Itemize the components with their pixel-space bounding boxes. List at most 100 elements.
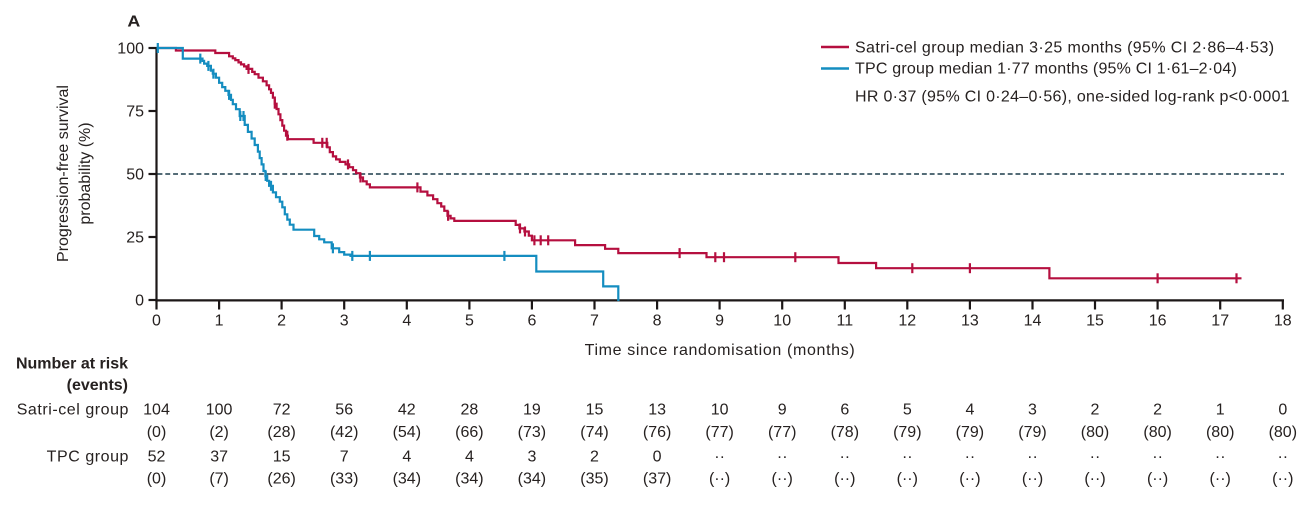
svg-text:42: 42	[398, 402, 416, 419]
svg-text:5: 5	[465, 313, 474, 330]
svg-text:Satri-cel group median 3·25 mo: Satri-cel group median 3·25 months (95% …	[855, 40, 1274, 57]
svg-text:··: ··	[1215, 449, 1226, 466]
svg-text:··: ··	[1152, 449, 1163, 466]
svg-text:3: 3	[1028, 402, 1037, 419]
svg-text:··: ··	[714, 449, 725, 466]
svg-text:100: 100	[206, 402, 233, 419]
svg-text:(··): (··)	[709, 471, 730, 488]
svg-text:0: 0	[135, 293, 144, 310]
svg-text:3: 3	[527, 449, 536, 466]
svg-text:11: 11	[836, 313, 853, 330]
svg-text:(33): (33)	[330, 471, 358, 488]
svg-text:0: 0	[1278, 402, 1287, 419]
svg-text:(··): (··)	[959, 471, 980, 488]
svg-text:0: 0	[152, 313, 161, 330]
svg-text:13: 13	[648, 402, 666, 419]
svg-text:(0): (0)	[147, 471, 167, 488]
svg-text:··: ··	[902, 449, 913, 466]
svg-text:(77): (77)	[768, 424, 796, 441]
svg-text:9: 9	[778, 402, 787, 419]
svg-text:(··): (··)	[1022, 471, 1043, 488]
svg-text:(54): (54)	[393, 424, 421, 441]
svg-text:19: 19	[523, 402, 541, 419]
svg-text:··: ··	[1027, 449, 1038, 466]
svg-text:6: 6	[840, 402, 849, 419]
svg-text:10: 10	[711, 402, 729, 419]
svg-text:(34): (34)	[455, 471, 483, 488]
svg-text:(0): (0)	[147, 424, 167, 441]
svg-text:17: 17	[1211, 313, 1229, 330]
svg-text:Progression-free survival: Progression-free survival	[55, 85, 72, 262]
svg-text:9: 9	[715, 313, 724, 330]
svg-text:16: 16	[1149, 313, 1167, 330]
svg-text:12: 12	[898, 313, 916, 330]
svg-text:··: ··	[965, 449, 976, 466]
svg-text:6: 6	[527, 313, 536, 330]
svg-text:(··): (··)	[1147, 471, 1168, 488]
svg-text:(28): (28)	[267, 424, 295, 441]
svg-text:(42): (42)	[330, 424, 358, 441]
svg-text:2: 2	[1091, 402, 1100, 419]
svg-text:(79): (79)	[893, 424, 921, 441]
svg-text:probability (%): probability (%)	[77, 122, 94, 224]
svg-text:18: 18	[1274, 313, 1292, 330]
svg-text:37: 37	[210, 449, 228, 466]
svg-text:5: 5	[903, 402, 912, 419]
svg-text:(74): (74)	[580, 424, 608, 441]
svg-text:(37): (37)	[643, 471, 671, 488]
svg-text:50: 50	[126, 167, 144, 184]
svg-text:28: 28	[461, 402, 479, 419]
svg-text:15: 15	[1086, 313, 1104, 330]
svg-text:Satri-cel group: Satri-cel group	[17, 402, 129, 419]
svg-text:(79): (79)	[956, 424, 984, 441]
svg-text:(··): (··)	[772, 471, 793, 488]
svg-text:(80): (80)	[1269, 424, 1297, 441]
svg-text:(··): (··)	[897, 471, 918, 488]
svg-text:(80): (80)	[1081, 424, 1109, 441]
svg-text:(79): (79)	[1018, 424, 1046, 441]
svg-text:(80): (80)	[1143, 424, 1171, 441]
svg-text:75: 75	[126, 104, 144, 121]
svg-text:25: 25	[126, 230, 144, 247]
svg-text:4: 4	[402, 449, 411, 466]
svg-text:(66): (66)	[455, 424, 483, 441]
svg-text:52: 52	[148, 449, 166, 466]
svg-text:(80): (80)	[1206, 424, 1234, 441]
svg-text:(34): (34)	[518, 471, 546, 488]
svg-text:TPC group: TPC group	[47, 449, 129, 466]
svg-text:15: 15	[273, 449, 291, 466]
svg-text:(35): (35)	[580, 471, 608, 488]
svg-text:(2): (2)	[209, 424, 229, 441]
svg-text:(··): (··)	[834, 471, 855, 488]
svg-text:10: 10	[773, 313, 791, 330]
svg-text:2: 2	[1153, 402, 1162, 419]
svg-text:13: 13	[961, 313, 979, 330]
svg-text:Number at risk: Number at risk	[16, 356, 128, 373]
svg-text:7: 7	[590, 313, 599, 330]
svg-text:A: A	[127, 12, 140, 30]
svg-text:1: 1	[215, 313, 224, 330]
svg-text:(34): (34)	[393, 471, 421, 488]
svg-text:··: ··	[1277, 449, 1288, 466]
svg-text:(26): (26)	[267, 471, 295, 488]
svg-text:8: 8	[653, 313, 662, 330]
svg-text:7: 7	[340, 449, 349, 466]
svg-text:2: 2	[590, 449, 599, 466]
svg-text:2: 2	[277, 313, 286, 330]
svg-text:(7): (7)	[209, 471, 229, 488]
svg-text:100: 100	[117, 41, 144, 58]
svg-text:··: ··	[1090, 449, 1101, 466]
svg-text:(··): (··)	[1272, 471, 1293, 488]
svg-text:56: 56	[335, 402, 353, 419]
svg-text:0: 0	[653, 449, 662, 466]
svg-text:72: 72	[273, 402, 291, 419]
svg-text:(··): (··)	[1210, 471, 1231, 488]
svg-text:(··): (··)	[1084, 471, 1105, 488]
svg-text:··: ··	[777, 449, 788, 466]
svg-text:(78): (78)	[831, 424, 859, 441]
svg-text:104: 104	[143, 402, 170, 419]
svg-text:14: 14	[1024, 313, 1042, 330]
svg-text:Time since randomisation (mont: Time since randomisation (months)	[585, 342, 856, 359]
svg-text:1: 1	[1216, 402, 1225, 419]
svg-text:(77): (77)	[705, 424, 733, 441]
